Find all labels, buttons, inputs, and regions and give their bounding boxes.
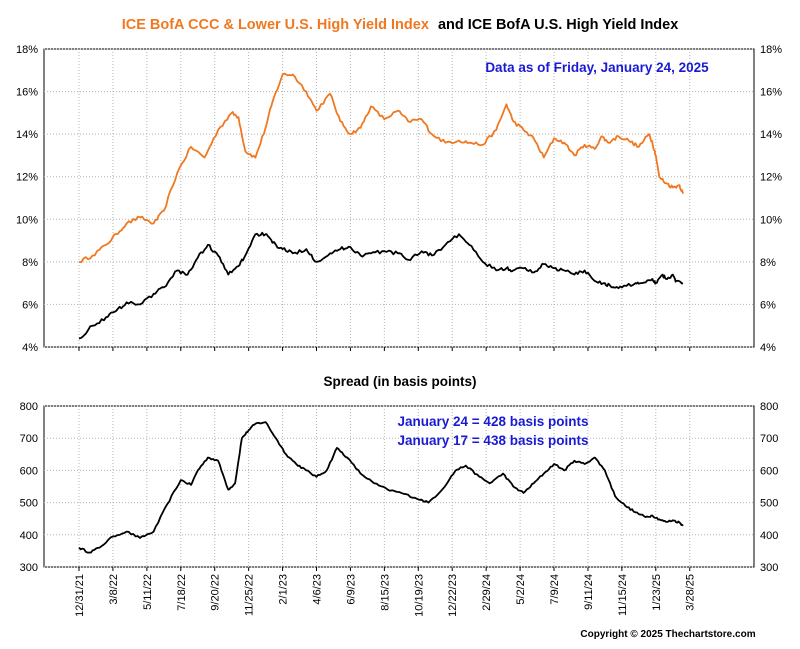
bottom-y-tick-label-left: 700 <box>20 433 38 445</box>
top-y-axis-right: 4% 6% 8% 10% 12% 14% 16% 18% <box>760 44 782 354</box>
top-y-tick-label-right: 16% <box>760 87 782 99</box>
chart-title: ICE BofA CCC & Lower U.S. High Yield Ind… <box>122 17 679 33</box>
top-y-tick-label-left: 10% <box>16 214 38 226</box>
x-tick-label: 9/11/24 <box>583 574 595 610</box>
x-tick-label: 5/2/24 <box>515 574 527 605</box>
bottom-y-tick-label-right: 300 <box>760 562 778 574</box>
top-y-tick-label-right: 14% <box>760 129 782 141</box>
top-y-tick-label-right: 12% <box>760 172 782 184</box>
bottom-plot-frame <box>43 405 755 568</box>
top-y-tick-label-right: 4% <box>760 342 776 354</box>
bottom-y-tick-label-left: 600 <box>20 465 38 477</box>
bottom-y-tick-label-left: 300 <box>20 562 38 574</box>
x-tick-label: 12/31/21 <box>74 574 86 617</box>
top-series-line-ccc <box>78 72 684 264</box>
bottom-y-tick-label-right: 500 <box>760 498 778 510</box>
x-tick-label: 10/19/23 <box>413 574 425 617</box>
x-axis-labels: 12/31/21 3/8/22 5/11/22 7/18/22 9/20/22 11/25… <box>74 574 697 617</box>
x-tick-label: 6/9/23 <box>345 574 357 605</box>
x-tick-label: 2/29/24 <box>481 574 493 611</box>
bottom-series <box>78 421 684 554</box>
top-y-tick-label-right: 10% <box>760 214 782 226</box>
spread-note-jan17: January 17 = 438 basis points <box>398 433 589 448</box>
top-y-tick-label-right: 6% <box>760 299 776 311</box>
x-tick-label: 4/6/23 <box>312 574 324 605</box>
top-y-axis-left: 4% 6% 8% 10% 12% 14% 16% 18% <box>16 44 38 354</box>
bottom-y-tick-label-right: 700 <box>760 433 778 445</box>
bottom-panel: 300 400 500 600 700 800 300 400 500 600 700 800 Ja… <box>20 401 779 574</box>
x-tick-label: 7/18/22 <box>176 574 188 611</box>
top-series-line-hy <box>78 231 684 340</box>
x-tick-label: 9/20/22 <box>210 574 222 611</box>
top-y-tick-label-left: 18% <box>16 44 38 56</box>
bottom-y-tick-label-left: 500 <box>20 498 38 510</box>
top-series <box>78 72 684 340</box>
top-y-tick-label-left: 8% <box>22 257 38 269</box>
x-tick-label: 11/25/22 <box>244 574 256 616</box>
copyright-text: Copyright © 2025 Thechartstore.com <box>580 629 755 640</box>
x-tick-label: 1/23/25 <box>651 574 663 611</box>
spread-title: Spread (in basis points) <box>323 374 476 389</box>
chart-title-ccc: ICE BofA CCC & Lower U.S. High Yield Ind… <box>122 17 429 33</box>
top-y-tick-label-left: 6% <box>22 299 38 311</box>
top-plot-frame <box>43 48 755 348</box>
x-tick-label: 11/15/24 <box>617 574 629 616</box>
bottom-series-line-spread <box>78 421 684 554</box>
data-as-of-note: Data as of Friday, January 24, 2025 <box>485 60 709 75</box>
x-tick-label: 3/8/22 <box>108 574 120 605</box>
top-y-tick-label-left: 12% <box>16 172 38 184</box>
bottom-grid <box>44 405 754 571</box>
bottom-y-tick-label-right: 400 <box>760 530 778 542</box>
top-grid <box>44 48 754 351</box>
bottom-y-axis-right: 300 400 500 600 700 800 <box>760 401 778 574</box>
top-y-tick-label-right: 8% <box>760 257 776 269</box>
bottom-y-tick-label-left: 800 <box>20 401 38 413</box>
x-tick-label: 5/11/22 <box>142 574 154 610</box>
x-tick-label: 12/22/23 <box>447 574 459 617</box>
top-y-tick-label-right: 18% <box>760 44 782 56</box>
spread-note-jan24: January 24 = 428 basis points <box>398 414 589 429</box>
top-y-tick-label-left: 4% <box>22 342 38 354</box>
bottom-y-tick-label-right: 800 <box>760 401 778 413</box>
top-y-tick-label-left: 14% <box>16 129 38 141</box>
bottom-y-axis-left: 300 400 500 600 700 800 <box>20 401 38 574</box>
x-tick-label: 7/9/24 <box>549 574 561 605</box>
x-tick-label: 2/1/23 <box>278 574 290 605</box>
x-tick-label: 8/15/23 <box>379 574 391 611</box>
bottom-y-tick-label-right: 600 <box>760 465 778 477</box>
top-panel: 4% 6% 8% 10% 12% 14% 16% 18% 4% 6% 8% 10% 12% 14% 16%… <box>16 44 782 354</box>
chart-title-hy: and ICE BofA U.S. High Yield Index <box>438 17 678 33</box>
bottom-y-tick-label-left: 400 <box>20 530 38 542</box>
x-tick-label: 3/28/25 <box>685 574 697 611</box>
top-y-tick-label-left: 16% <box>16 87 38 99</box>
